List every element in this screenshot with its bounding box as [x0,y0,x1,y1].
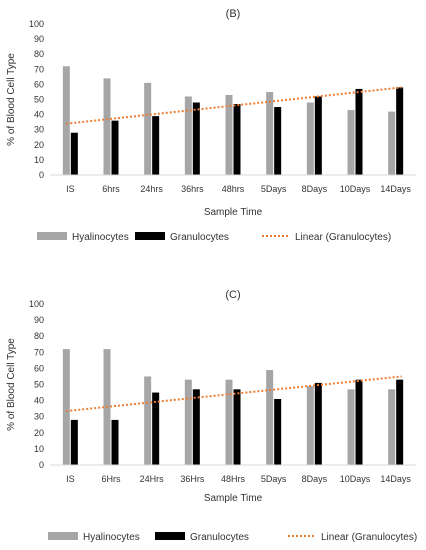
x-tick-label: 8Days [302,474,328,484]
bar-granulocytes [396,379,404,465]
bar-granulocytes [70,419,78,465]
legend-label: Granulocytes [170,232,229,243]
bar-granulocytes [192,389,200,465]
bar-granulocytes [192,102,200,175]
y-tick-label: 30 [34,412,44,422]
bar-hyalinocytes [103,78,111,175]
y-tick-label: 20 [34,140,44,150]
x-tick-label: 36hrs [181,184,204,194]
y-tick-label: 10 [34,155,44,165]
bar-hyalinocytes [184,379,192,465]
x-tick-label: 14Days [380,184,411,194]
chart-c: (C) 0 10 20 30 40 50 60 70 80 90 100 % of Blood Cell… [6,289,417,543]
x-tick-label: 24Hrs [140,474,165,484]
chart-title: (B) [226,8,241,20]
y-tick-label: 40 [34,396,44,406]
bar-hyalinocytes [306,386,314,465]
bar-hyalinocytes [388,111,396,175]
y-tick-label: 40 [34,110,44,120]
x-tick-label: IS [66,474,75,484]
bar-hyalinocytes [347,389,355,465]
bar-hyalinocytes [62,66,70,175]
bar-hyalinocytes [184,96,192,175]
bar-hyalinocytes [62,349,70,465]
x-tick-label: 48Hrs [221,474,246,484]
x-tick-label: 36Hrs [180,474,205,484]
x-tick-label: 6Hrs [101,474,121,484]
x-axis-title: Sample Time [204,493,263,504]
bar-granulocytes [274,107,282,175]
legend-label: Hyalinocytes [83,532,140,543]
x-tick-label: 24hrs [140,184,163,194]
x-tick-label: 6hrs [102,184,120,194]
x-tick-label: 5Days [261,474,287,484]
bar-hyalinocytes [306,102,314,175]
y-tick-label: 60 [34,363,44,373]
y-tick-label: 20 [34,428,44,438]
y-tick-label: 80 [34,49,44,59]
y-tick-label: 50 [34,380,44,390]
bar-granulocytes [233,389,241,465]
bar-granulocytes [355,88,363,175]
legend-swatch-granulocytes [135,232,165,240]
bar-hyalinocytes [225,379,233,465]
bar-granulocytes [314,382,322,465]
y-tick-label: 30 [34,125,44,135]
bar-granulocytes [152,116,160,175]
x-tick-label: 10Days [340,184,371,194]
y-tick-label: 50 [34,95,44,105]
x-tick-label: 48hrs [222,184,245,194]
legend-label: Linear (Granulocytes) [295,232,391,243]
y-tick-label: 100 [29,19,44,29]
bar-granulocytes [274,398,282,465]
chart-b: (B) 0 10 20 30 40 50 60 70 80 90 100 % of Blood Cell… [6,8,416,243]
y-tick-label: 70 [34,347,44,357]
bar-hyalinocytes [144,376,152,465]
trendline [66,86,402,125]
bar-granulocytes [111,120,119,175]
bar-hyalinocytes [347,110,355,175]
bar-granulocytes [396,87,404,175]
x-tick-label: 10Days [340,474,371,484]
y-tick-label: 90 [34,315,44,325]
bar-hyalinocytes [266,91,274,175]
y-tick-label: 80 [34,331,44,341]
bar-granulocytes [233,104,241,175]
y-tick-label: 0 [39,170,44,180]
bar-granulocytes [111,419,119,465]
chart-title: (C) [225,289,240,301]
bar-hyalinocytes [225,94,233,175]
bar-granulocytes [355,379,363,465]
x-tick-label: IS [66,184,75,194]
y-axis-title: % of Blood Cell Type [6,338,17,431]
y-tick-label: 70 [34,64,44,74]
y-axis-title: % of Blood Cell Type [6,53,17,146]
x-tick-label: 14Days [380,474,411,484]
legend-swatch-granulocytes [155,532,185,540]
trendline [66,375,402,413]
y-tick-label: 0 [39,460,44,470]
x-axis-title: Sample Time [204,207,263,218]
y-tick-label: 10 [34,444,44,454]
x-tick-label: 5Days [261,184,287,194]
bar-granulocytes [70,132,78,175]
legend-label: Granulocytes [190,532,249,543]
legend-label: Hyalinocytes [72,232,129,243]
bar-hyalinocytes [266,370,274,465]
legend-label: Linear (Granulocytes) [321,532,417,543]
y-tick-label: 90 [34,34,44,44]
x-tick-label: 8Days [302,184,328,194]
y-tick-label: 100 [29,299,44,309]
bar-granulocytes [152,392,160,465]
legend-swatch-hyalinocytes [37,232,67,240]
y-tick-label: 60 [34,79,44,89]
legend-swatch-hyalinocytes [48,532,78,540]
bar-hyalinocytes [144,82,152,175]
bar-granulocytes [314,96,322,175]
bar-hyalinocytes [388,389,396,465]
